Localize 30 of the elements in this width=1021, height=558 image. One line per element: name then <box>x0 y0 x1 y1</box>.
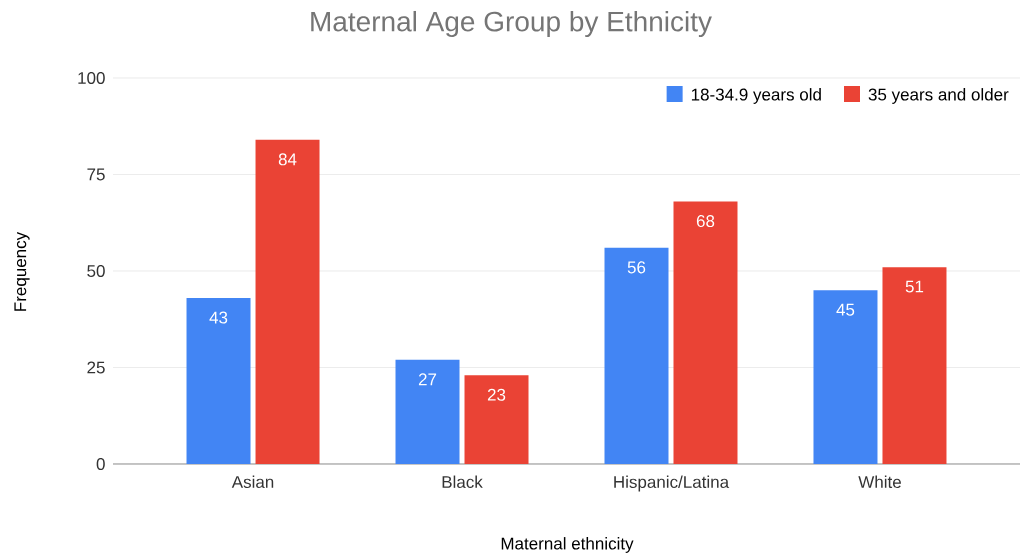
data-label: 84 <box>278 153 297 166</box>
x-tick-label: Black <box>442 475 483 489</box>
chart-title: Maternal Age Group by Ethnicity <box>311 10 712 38</box>
data-label: 56 <box>627 261 646 274</box>
bar <box>464 375 529 464</box>
data-label: 68 <box>696 215 715 228</box>
y-tick-label: 0 <box>96 457 105 471</box>
x-tick-label: Asian <box>231 475 274 489</box>
bar <box>395 359 460 464</box>
y-tick-label: 75 <box>87 168 105 181</box>
bar <box>673 201 738 464</box>
legend-label: 35 years and older <box>868 88 1009 104</box>
bar <box>186 298 251 464</box>
legend-label: 18-34.9 years old <box>691 88 821 104</box>
x-tick-label: Hispanic/Latina <box>614 475 730 492</box>
x-axis-title: Maternal ethnicity <box>501 537 634 553</box>
bar <box>604 247 669 464</box>
y-tick-label: 100 <box>78 71 105 85</box>
bar <box>882 267 947 464</box>
bar <box>813 290 878 464</box>
y-axis-title: Frequency <box>14 231 30 311</box>
x-tick-label: White <box>858 475 901 489</box>
bar <box>255 139 320 464</box>
data-label: 45 <box>836 303 855 316</box>
data-label: 43 <box>209 311 228 324</box>
data-label: 23 <box>487 388 506 401</box>
y-tick-label: 25 <box>87 361 105 374</box>
data-label: 51 <box>905 280 924 293</box>
y-tick-label: 50 <box>87 264 105 278</box>
data-label: 27 <box>418 373 437 386</box>
